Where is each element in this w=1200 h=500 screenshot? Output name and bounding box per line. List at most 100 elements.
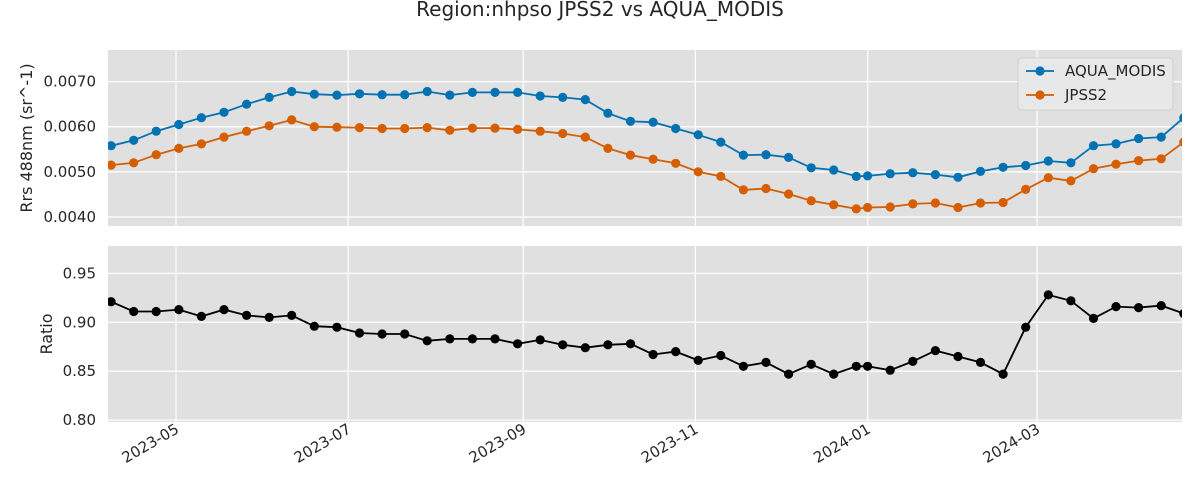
data-point bbox=[953, 172, 963, 182]
data-point bbox=[513, 87, 523, 97]
data-point bbox=[490, 87, 500, 97]
data-point bbox=[196, 113, 206, 123]
data-point bbox=[784, 189, 794, 199]
data-point bbox=[445, 90, 455, 100]
data-point bbox=[332, 322, 342, 332]
data-point bbox=[829, 200, 839, 210]
data-point bbox=[580, 343, 590, 353]
data-point bbox=[242, 99, 252, 109]
data-point bbox=[1134, 156, 1144, 166]
data-point bbox=[377, 90, 387, 100]
data-point bbox=[264, 92, 274, 102]
data-point bbox=[513, 339, 523, 349]
data-point bbox=[1043, 173, 1053, 183]
data-point bbox=[196, 139, 206, 149]
data-point bbox=[625, 116, 636, 126]
data-point bbox=[625, 339, 636, 349]
x-tick-label: 2024-01 bbox=[810, 420, 873, 467]
data-point bbox=[693, 130, 703, 140]
panel-1-series-group bbox=[108, 86, 1182, 214]
data-point bbox=[242, 310, 252, 320]
data-point bbox=[309, 122, 319, 132]
data-point bbox=[1066, 158, 1076, 168]
x-tick-label: 2024-03 bbox=[980, 420, 1043, 467]
data-point bbox=[332, 122, 342, 132]
data-point bbox=[1088, 164, 1099, 174]
data-point bbox=[784, 152, 794, 162]
data-point bbox=[648, 154, 658, 164]
y-axis-label: Ratio bbox=[37, 313, 56, 354]
data-point bbox=[863, 361, 873, 371]
data-point bbox=[151, 306, 161, 317]
data-point bbox=[908, 356, 918, 366]
data-point bbox=[716, 171, 726, 181]
data-point bbox=[467, 87, 477, 97]
data-point bbox=[603, 143, 613, 153]
data-point bbox=[467, 334, 477, 344]
chart-title: Region:nhpso JPSS2 vs AQUA_MODIS bbox=[416, 0, 784, 21]
data-point bbox=[863, 171, 873, 181]
data-point bbox=[219, 132, 229, 142]
data-point bbox=[716, 350, 726, 361]
data-point bbox=[287, 86, 297, 97]
data-point bbox=[354, 89, 365, 99]
data-point bbox=[1066, 176, 1076, 186]
data-point bbox=[998, 197, 1008, 208]
data-point bbox=[1111, 302, 1121, 312]
data-point bbox=[1156, 132, 1166, 142]
data-point bbox=[1179, 113, 1182, 122]
y-axis-label: Rrs 488nm (sr^-1) bbox=[17, 63, 36, 212]
data-point bbox=[738, 150, 749, 160]
data-point bbox=[603, 340, 613, 350]
data-point bbox=[671, 347, 681, 357]
data-point bbox=[400, 329, 410, 339]
data-point bbox=[1088, 141, 1099, 151]
y-tick-label: 0.0040 bbox=[44, 208, 97, 226]
data-point bbox=[806, 359, 816, 369]
data-point bbox=[354, 123, 365, 133]
data-point bbox=[975, 198, 986, 208]
x-tick-label: 2023-11 bbox=[638, 420, 701, 467]
data-point bbox=[851, 204, 861, 214]
data-point bbox=[1134, 303, 1144, 313]
data-point bbox=[975, 166, 986, 176]
data-point bbox=[1088, 313, 1099, 323]
data-point bbox=[309, 89, 319, 99]
data-point bbox=[693, 167, 703, 177]
data-point bbox=[108, 297, 116, 307]
data-point bbox=[445, 125, 455, 135]
legend-marker bbox=[1035, 66, 1045, 76]
data-point bbox=[377, 329, 387, 339]
data-point bbox=[174, 143, 184, 153]
data-point bbox=[693, 355, 703, 365]
data-point bbox=[1156, 154, 1166, 164]
data-point bbox=[1156, 301, 1166, 311]
data-point bbox=[1111, 159, 1121, 169]
data-point bbox=[851, 361, 861, 371]
data-point bbox=[1134, 133, 1144, 144]
data-point bbox=[829, 369, 839, 379]
data-point bbox=[930, 170, 941, 180]
data-point bbox=[603, 108, 613, 118]
data-point bbox=[1043, 156, 1053, 166]
data-point bbox=[806, 163, 816, 173]
legend-box bbox=[1017, 57, 1174, 111]
y-tick-label: 0.0050 bbox=[44, 163, 97, 181]
data-point bbox=[930, 198, 941, 208]
data-point bbox=[129, 158, 139, 168]
data-point bbox=[998, 369, 1008, 379]
data-point bbox=[908, 168, 918, 178]
legend-label: AQUA_MODIS bbox=[1065, 62, 1166, 81]
data-point bbox=[953, 202, 963, 213]
data-point bbox=[490, 334, 500, 344]
data-point bbox=[174, 305, 184, 315]
data-point bbox=[671, 158, 681, 168]
data-point bbox=[1021, 184, 1031, 194]
data-point bbox=[885, 169, 895, 179]
x-tick-label: 2023-09 bbox=[466, 420, 529, 467]
data-point bbox=[806, 196, 816, 206]
data-point bbox=[377, 123, 387, 134]
data-point bbox=[975, 357, 986, 367]
data-point bbox=[716, 137, 726, 147]
